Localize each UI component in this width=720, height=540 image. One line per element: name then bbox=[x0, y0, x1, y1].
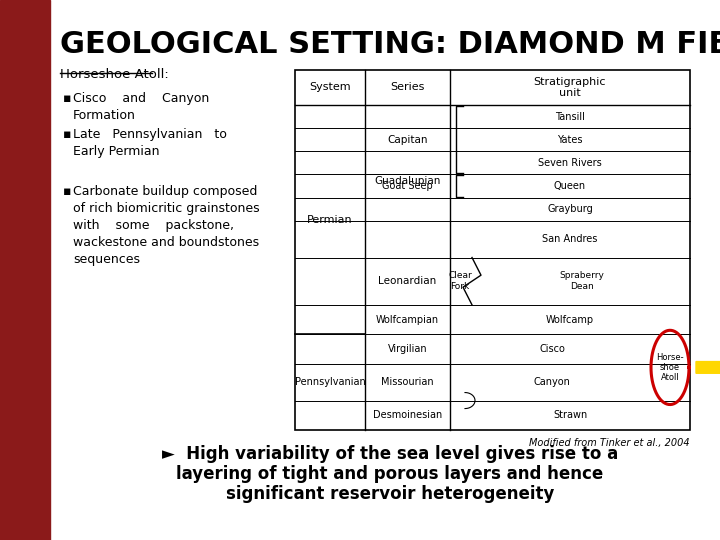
Text: Tansill: Tansill bbox=[555, 112, 585, 122]
Text: Horseshoe Atoll:: Horseshoe Atoll: bbox=[60, 68, 168, 81]
Text: Series: Series bbox=[390, 83, 425, 92]
Text: Grayburg: Grayburg bbox=[547, 204, 593, 214]
Text: Queen: Queen bbox=[554, 181, 586, 191]
Text: Virgilian: Virgilian bbox=[387, 344, 427, 354]
Text: Spraberry
Dean: Spraberry Dean bbox=[559, 272, 604, 291]
Text: Stratigraphic
unit: Stratigraphic unit bbox=[534, 77, 606, 98]
Text: Canyon: Canyon bbox=[534, 377, 570, 387]
Text: San Andres: San Andres bbox=[542, 234, 598, 244]
Text: Strawn: Strawn bbox=[553, 410, 587, 420]
Text: Permian: Permian bbox=[307, 214, 353, 225]
Text: Clear
Fork: Clear Fork bbox=[448, 272, 472, 291]
Bar bbox=[295, 70, 690, 430]
Polygon shape bbox=[696, 354, 720, 380]
Text: Pennsylvanian: Pennsylvanian bbox=[294, 377, 365, 387]
Text: Missourian: Missourian bbox=[381, 377, 434, 387]
Text: Horse-
shoe
Atoll: Horse- shoe Atoll bbox=[656, 353, 684, 382]
Text: significant reservoir heterogeneity: significant reservoir heterogeneity bbox=[226, 485, 554, 503]
Text: ►  High variability of the sea level gives rise to a: ► High variability of the sea level give… bbox=[162, 445, 618, 463]
Text: ▪: ▪ bbox=[63, 128, 71, 141]
Text: Cisco: Cisco bbox=[539, 344, 565, 354]
Text: Carbonate buildup composed
of rich biomicritic grainstones
with    some    packs: Carbonate buildup composed of rich biomi… bbox=[73, 185, 260, 266]
Text: System: System bbox=[309, 83, 351, 92]
Text: Goat Seep: Goat Seep bbox=[382, 181, 433, 191]
Text: Capitan: Capitan bbox=[387, 134, 428, 145]
Text: Guadalupian: Guadalupian bbox=[374, 176, 441, 186]
Text: Yates: Yates bbox=[557, 134, 582, 145]
Bar bbox=[0, 0, 50, 540]
Text: Modified from Tinker et al., 2004: Modified from Tinker et al., 2004 bbox=[529, 438, 690, 448]
Text: Wolfcampian: Wolfcampian bbox=[376, 315, 439, 325]
Text: Wolfcamp: Wolfcamp bbox=[546, 315, 594, 325]
Text: Late   Pennsylvanian   to
Early Permian: Late Pennsylvanian to Early Permian bbox=[73, 128, 227, 158]
Text: ▪: ▪ bbox=[63, 92, 71, 105]
Text: layering of tight and porous layers and hence: layering of tight and porous layers and … bbox=[176, 465, 603, 483]
Text: Desmoinesian: Desmoinesian bbox=[373, 410, 442, 420]
Text: ▪: ▪ bbox=[63, 185, 71, 198]
Text: Leonardian: Leonardian bbox=[379, 276, 436, 286]
Text: Seven Rivers: Seven Rivers bbox=[538, 158, 602, 168]
Text: GEOLOGICAL SETTING: DIAMOND M FIELD: GEOLOGICAL SETTING: DIAMOND M FIELD bbox=[60, 30, 720, 59]
Text: Cisco    and    Canyon
Formation: Cisco and Canyon Formation bbox=[73, 92, 210, 122]
